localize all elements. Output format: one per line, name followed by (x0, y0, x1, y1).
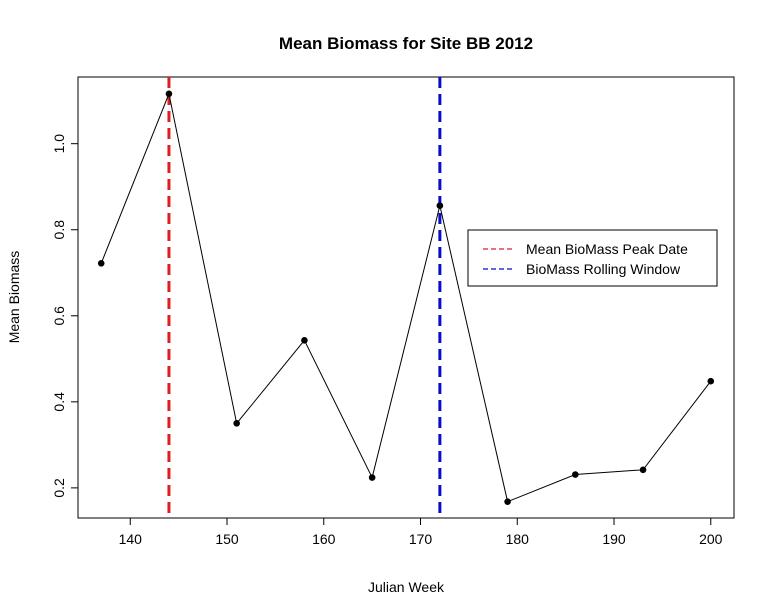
x-tick-label: 170 (409, 531, 433, 547)
data-point (707, 377, 715, 385)
data-point (572, 471, 579, 478)
y-axis-label: Mean Biomass (6, 251, 22, 344)
legend-label-rolling-window: BioMass Rolling Window (526, 261, 681, 277)
data-point (165, 90, 173, 98)
series-layer (97, 90, 715, 505)
x-tick-label: 200 (699, 531, 723, 547)
y-tick-label: 0.2 (51, 478, 67, 498)
y-tick-label: 0.4 (51, 392, 67, 412)
reference-lines (167, 77, 442, 518)
x-tick-label: 190 (602, 531, 626, 547)
x-tick-label: 150 (215, 531, 239, 547)
x-axis-label: Julian Week (368, 579, 445, 595)
legend: Mean BioMass Peak Date BioMass Rolling W… (467, 229, 718, 287)
x-tick-label: 140 (119, 531, 143, 547)
x-axis: 140 150 160 170 180 190 200 (119, 518, 723, 547)
y-axis: 0.2 0.4 0.6 0.8 1.0 (51, 134, 78, 498)
chart-title: Mean Biomass for Site BB 2012 (279, 34, 533, 53)
y-tick-label: 0.6 (51, 306, 67, 326)
x-tick-label: 160 (312, 531, 336, 547)
series-line (100, 92, 712, 503)
data-point (436, 202, 444, 209)
data-point (639, 466, 647, 474)
plot-frame (77, 76, 735, 519)
data-point (97, 259, 105, 267)
legend-box (467, 229, 718, 287)
data-point (368, 474, 376, 481)
data-point (301, 337, 308, 344)
data-point (233, 420, 240, 427)
data-point (504, 498, 511, 505)
legend-label-peak-date: Mean BioMass Peak Date (526, 241, 688, 257)
y-tick-label: 1.0 (51, 134, 67, 154)
y-tick-label: 0.8 (51, 220, 67, 240)
x-tick-label: 180 (506, 531, 530, 547)
